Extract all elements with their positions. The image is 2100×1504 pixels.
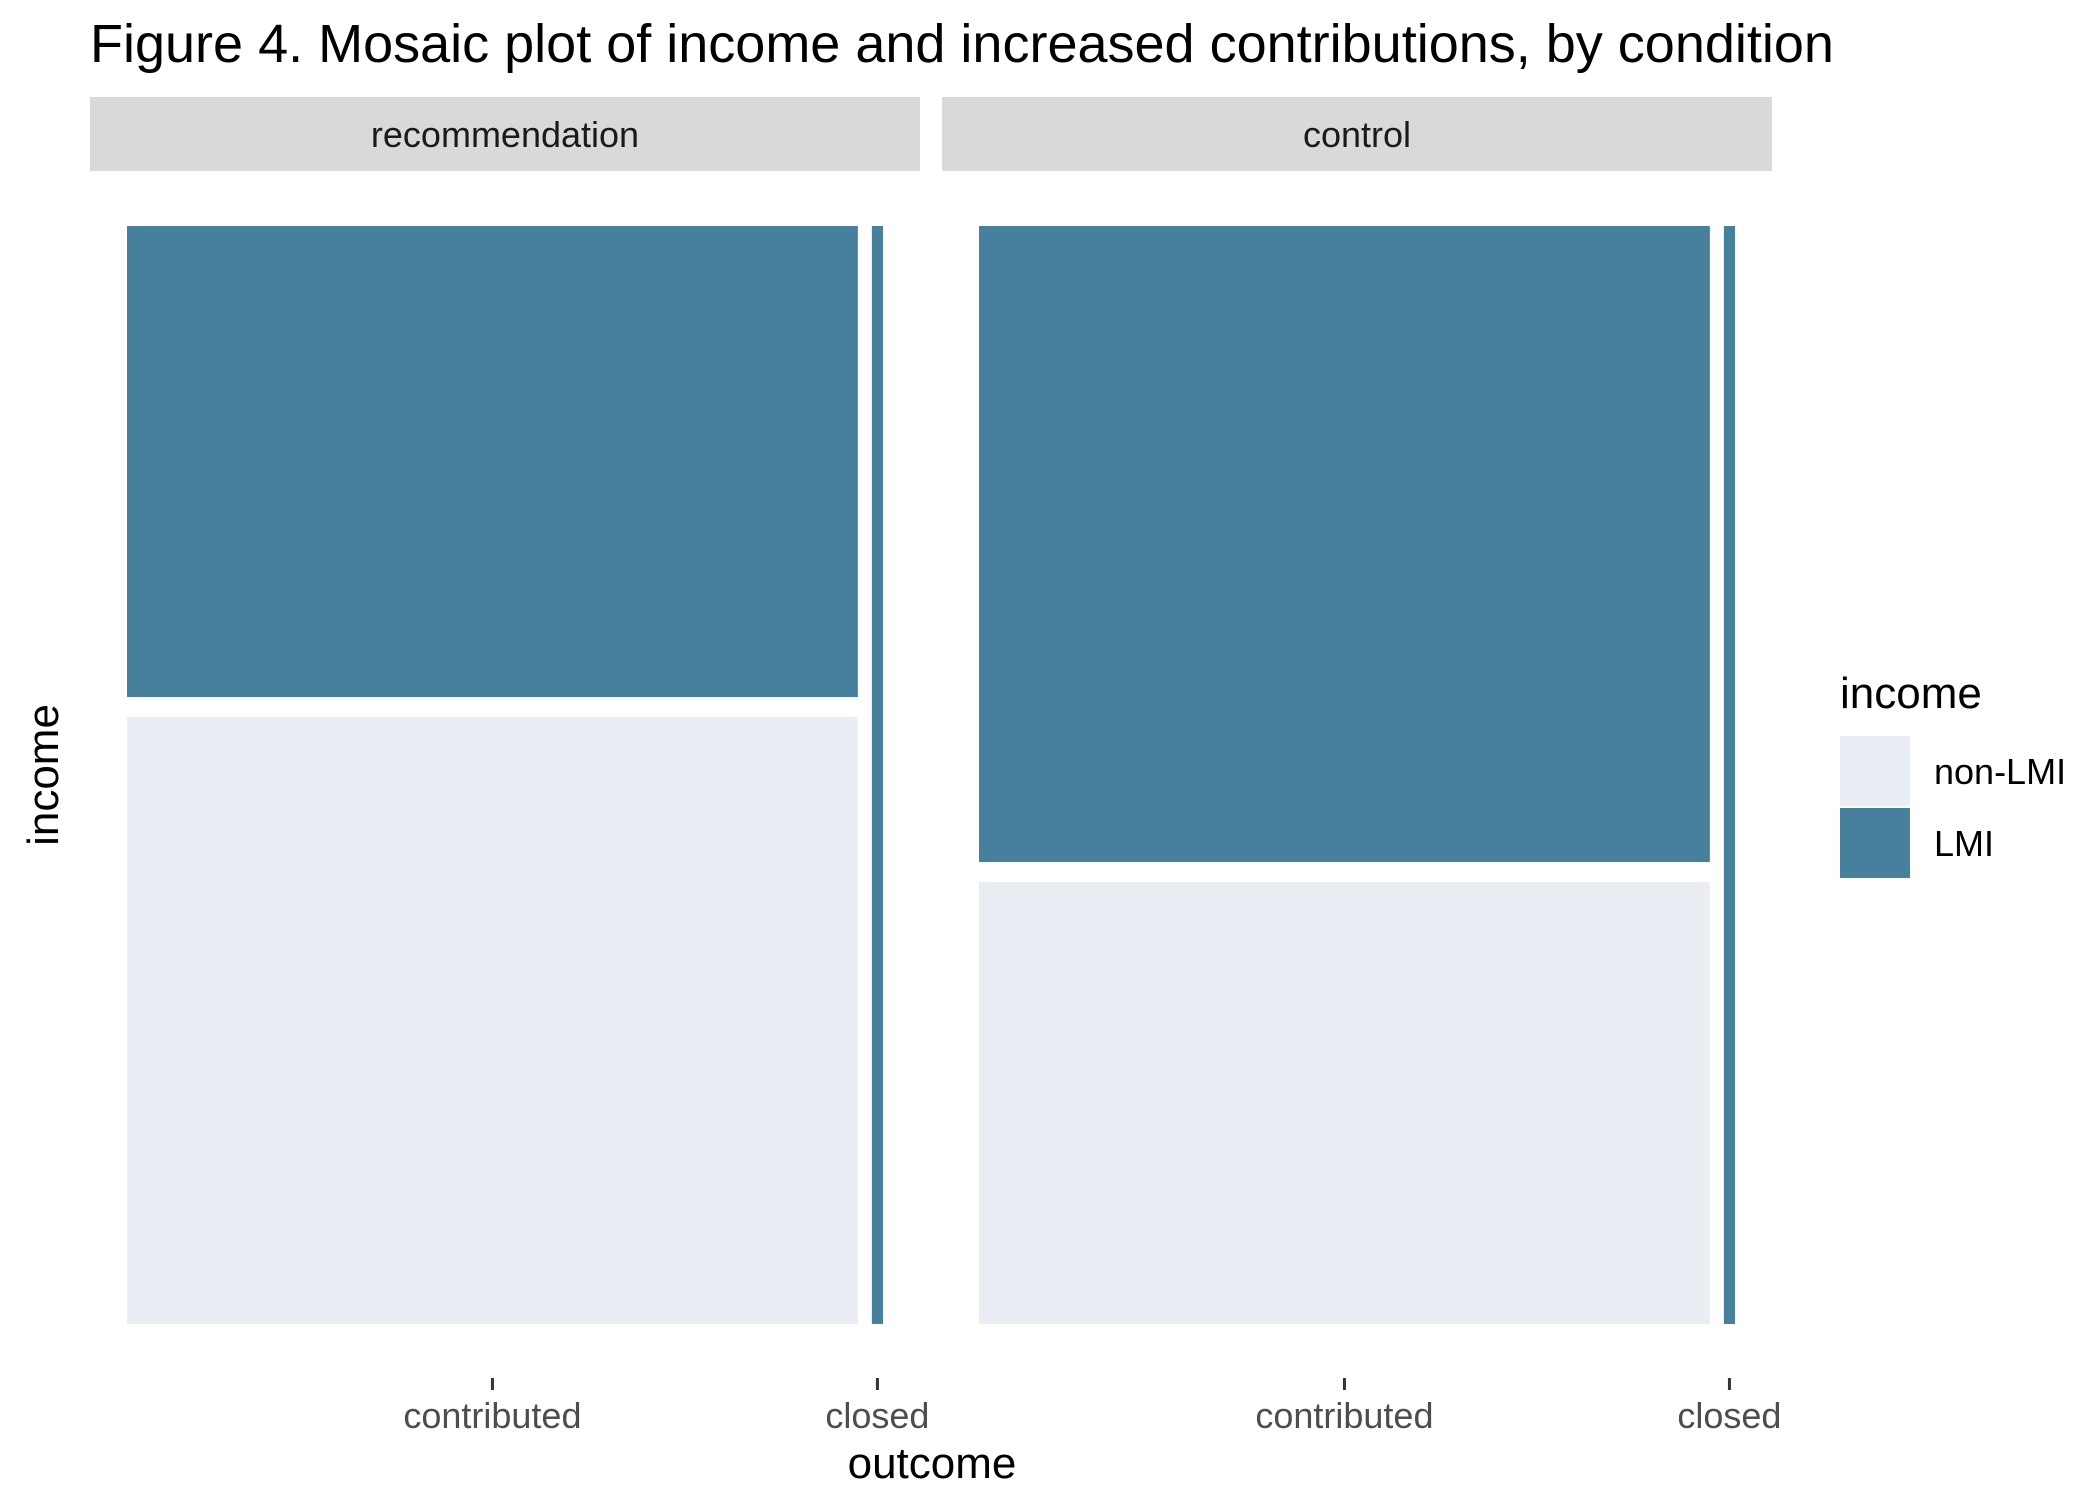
legend-label-lmi: LMI: [1934, 823, 1994, 864]
facet-control: control contributed closed: [942, 97, 1781, 1436]
tile-control-closed-lmi: [1723, 226, 1735, 1324]
x-tick-label-recommendation-contributed: contributed: [403, 1395, 581, 1436]
facet-strip-label-control: control: [1303, 114, 1411, 155]
tile-recommendation-contributed-lmi: [127, 226, 858, 698]
x-tick-label-control-contributed: contributed: [1255, 1395, 1433, 1436]
facet-strip-control: [942, 97, 1772, 171]
facet-strip-label-recommendation: recommendation: [371, 114, 639, 155]
facet-strip-recommendation: [90, 97, 920, 171]
y-axis-title: income: [19, 704, 68, 846]
x-tick-label-control-closed: closed: [1677, 1395, 1781, 1436]
facet-recommendation: recommendation contributed closed: [90, 97, 929, 1436]
tile-control-contributed-non-lmi: [979, 882, 1710, 1324]
x-tick-label-recommendation-closed: closed: [825, 1395, 929, 1436]
x-axis-title: outcome: [848, 1439, 1017, 1488]
chart-title: Figure 4. Mosaic plot of income and incr…: [90, 14, 1834, 74]
legend-title: income: [1840, 669, 1982, 718]
legend-key-non-lmi: [1840, 736, 1910, 806]
legend-label-non-lmi: non-LMI: [1934, 751, 2066, 792]
tile-recommendation-contributed-non-lmi: [127, 717, 858, 1324]
tile-recommendation-closed-lmi: [871, 226, 883, 1324]
tile-control-contributed-lmi: [979, 226, 1710, 863]
legend: income non-LMI LMI: [1840, 669, 2066, 878]
legend-key-lmi: [1840, 808, 1910, 878]
